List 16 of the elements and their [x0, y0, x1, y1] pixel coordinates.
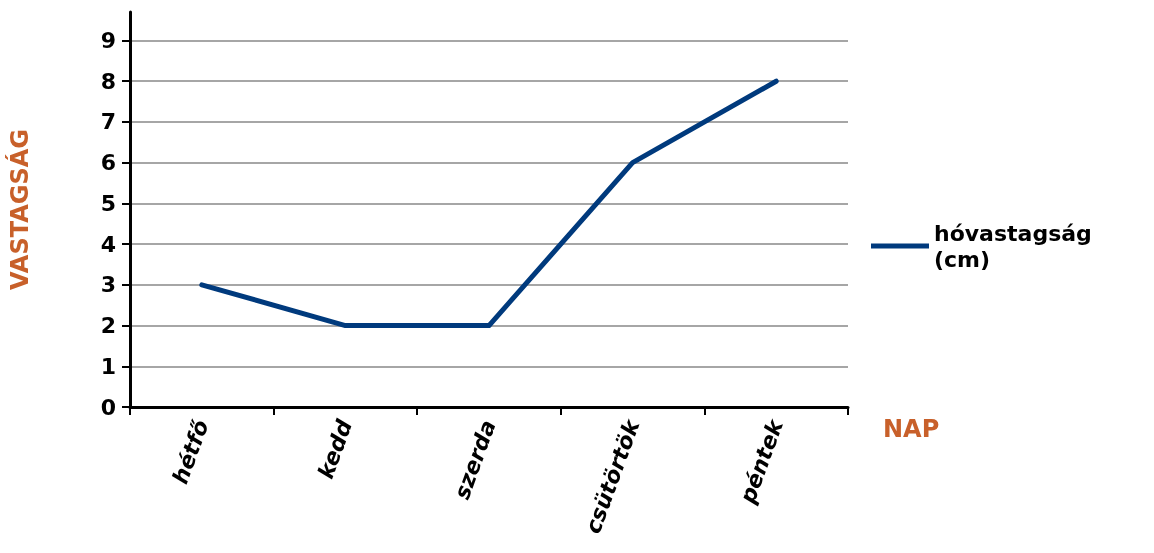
legend-label: hóvastagság (cm): [934, 220, 1100, 272]
y-tick-label: 4: [100, 231, 116, 257]
y-tick-label: 0: [100, 394, 116, 420]
y-tick-label: 3: [100, 272, 116, 298]
y-tick-label: 7: [100, 109, 116, 135]
y-tick-label: 2: [100, 313, 116, 339]
x-tick-label: szerda: [449, 416, 501, 503]
x-axis-title: NAP: [883, 415, 940, 443]
y-tick-label: 1: [100, 353, 116, 379]
x-tick-label: kedd: [313, 416, 358, 482]
y-tick-label: 5: [100, 190, 116, 216]
y-tick-label: 9: [100, 28, 116, 54]
x-tick-label: hétfő: [167, 416, 214, 488]
y-tick-label: 6: [100, 150, 116, 176]
y-tick-label: 8: [100, 68, 116, 94]
y-axis-title: VASTAGSÁG: [5, 128, 34, 291]
